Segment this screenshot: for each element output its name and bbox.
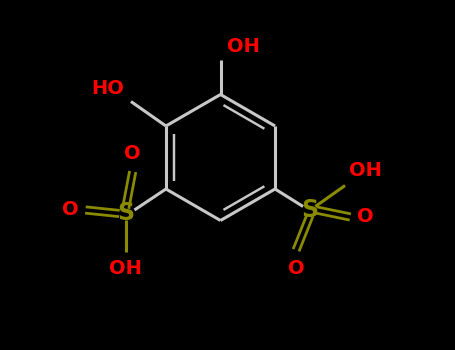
Text: O: O bbox=[62, 201, 78, 219]
Text: S: S bbox=[117, 202, 134, 225]
Text: OH: OH bbox=[349, 161, 381, 180]
Text: OH: OH bbox=[228, 37, 260, 56]
Text: HO: HO bbox=[91, 79, 124, 98]
Text: O: O bbox=[124, 144, 141, 163]
Text: O: O bbox=[288, 259, 304, 278]
Text: O: O bbox=[357, 208, 374, 226]
Text: S: S bbox=[302, 198, 318, 222]
Text: OH: OH bbox=[109, 259, 142, 278]
